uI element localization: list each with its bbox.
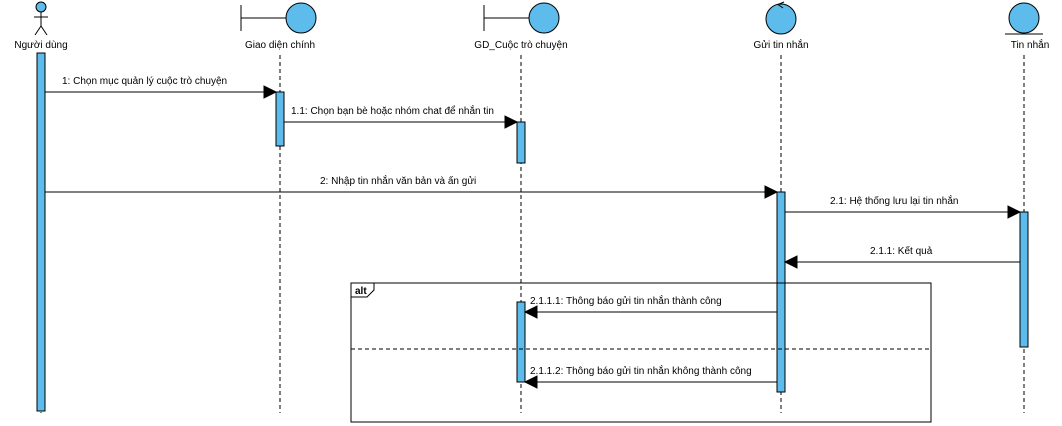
participant-label-nguoi-dung: Người dùng <box>14 40 67 51</box>
message-label-2: 2: Nhập tin nhắn văn bản và ấn gửi <box>320 174 476 187</box>
activation-gd-cuoc-tro-chuyen <box>516 301 526 383</box>
alt-frame-tab <box>350 282 375 298</box>
arrowhead-2-1-1 <box>783 255 798 269</box>
actor-icon <box>34 1 48 36</box>
arrowhead-1-1 <box>504 115 519 129</box>
control-icon <box>765 1 797 35</box>
arrowhead-2-1-1-1 <box>523 305 538 319</box>
message-label-2-1: 2.1: Hệ thống lưu lại tin nhắn <box>830 194 958 207</box>
alt-fragment: alt <box>350 282 932 423</box>
message-label-1: 1: Chọn mục quản lý cuộc trò chuyện <box>62 76 227 87</box>
alt-frame <box>350 282 932 423</box>
activation-gd-cuoc-tro-chuyen <box>516 121 526 164</box>
message-label-2-1-1-1: 2.1.1.1: Thông báo gửi tin nhắn thành cô… <box>530 294 722 307</box>
participant-label-gui-tin-nhan: Gửi tin nhắn <box>753 38 808 51</box>
message-label-2-1-1: 2.1.1: Kết quả <box>870 245 933 257</box>
boundary-icon <box>483 2 560 34</box>
alt-label: alt <box>355 286 367 297</box>
participant-label-gd-cuoc-tro-chuyen: GD_Cuộc trò chuyện <box>474 40 567 51</box>
activation-tin-nhan <box>1019 211 1029 348</box>
arrowhead-2-1 <box>1007 205 1022 219</box>
arrowhead-1 <box>263 85 278 99</box>
entity-icon <box>1005 2 1043 35</box>
arrowhead-2-1-1-2 <box>523 375 538 389</box>
activation-nguoi-dung <box>36 52 46 412</box>
message-label-1-1: 1.1: Chọn bạn bè hoặc nhóm chat để nhắn … <box>291 104 494 117</box>
arrowhead-2 <box>764 185 779 199</box>
participant-label-giao-dien-chinh: Giao diện chính <box>245 40 315 51</box>
messages <box>45 85 1022 389</box>
activation-gui-tin-nhan <box>776 191 786 393</box>
participant-label-tin-nhan: Tin nhắn <box>1011 38 1050 51</box>
activations <box>36 52 1029 412</box>
boundary-icon <box>240 2 317 34</box>
lifelines <box>40 55 1025 413</box>
activation-giao-dien-chinh <box>275 91 285 147</box>
message-label-2-1-1-2: 2.1.1.2: Thông báo gửi tin nhắn không th… <box>530 364 752 377</box>
